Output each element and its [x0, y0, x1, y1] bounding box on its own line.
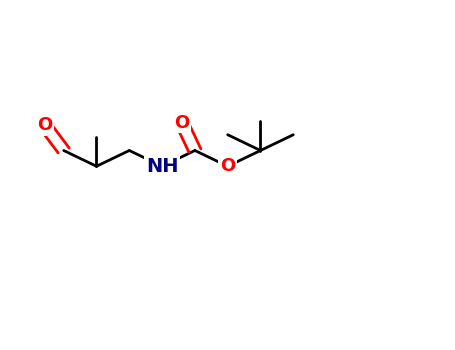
Text: O: O	[220, 157, 235, 175]
Text: O: O	[37, 116, 52, 134]
Text: NH: NH	[146, 157, 178, 176]
Text: O: O	[174, 113, 189, 132]
